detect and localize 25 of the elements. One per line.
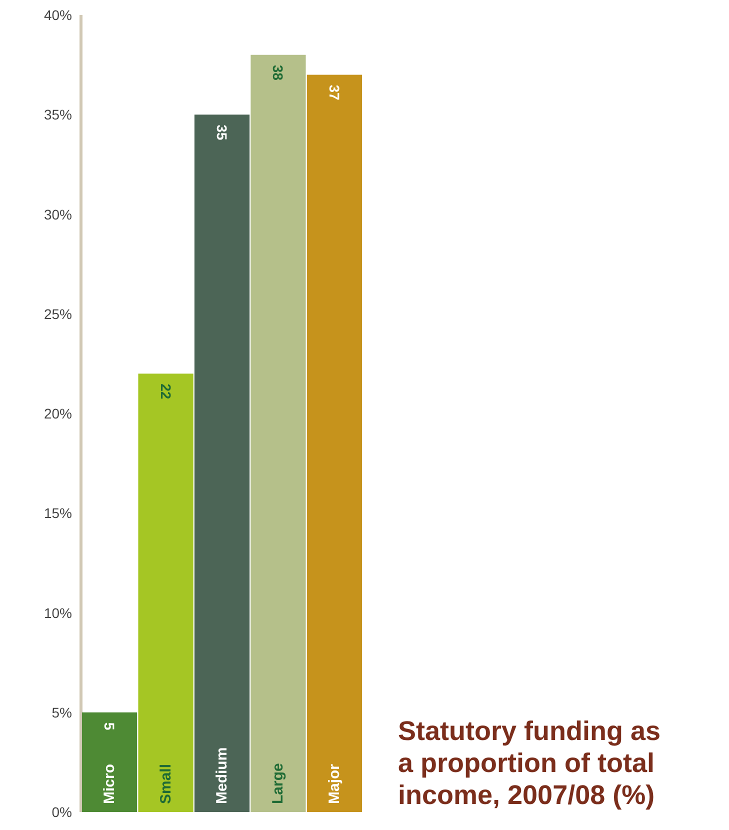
x-tick-label: Major [326, 764, 343, 804]
y-tick-label: 0% [52, 804, 72, 820]
y-tick-label: 15% [44, 505, 72, 522]
y-tick-label: 30% [44, 206, 72, 222]
bar [250, 54, 306, 812]
x-tick-label: Large [270, 763, 287, 804]
data-label: 38 [270, 64, 286, 81]
y-tick-label: 35% [44, 106, 72, 123]
y-tick-label: 5% [52, 704, 72, 720]
y-tick-label: 25% [44, 306, 72, 322]
data-label: 5 [102, 722, 118, 730]
bar [306, 74, 362, 812]
x-tick-label: Medium [214, 747, 230, 804]
data-label: 37 [326, 84, 342, 101]
bar [138, 374, 194, 812]
data-label: 22 [158, 384, 174, 400]
y-tick-label: 40% [44, 7, 72, 23]
x-tick-label: Micro [101, 764, 118, 804]
y-tick-label: 10% [44, 604, 72, 621]
bar [82, 712, 138, 812]
y-tick-label: 20% [44, 406, 72, 422]
text: Statutory funding as a proportion of total income, 2007/08 (%) [398, 716, 660, 810]
bar [194, 114, 250, 812]
x-tick-label: Small [157, 764, 174, 804]
data-label: 35 [214, 124, 230, 140]
